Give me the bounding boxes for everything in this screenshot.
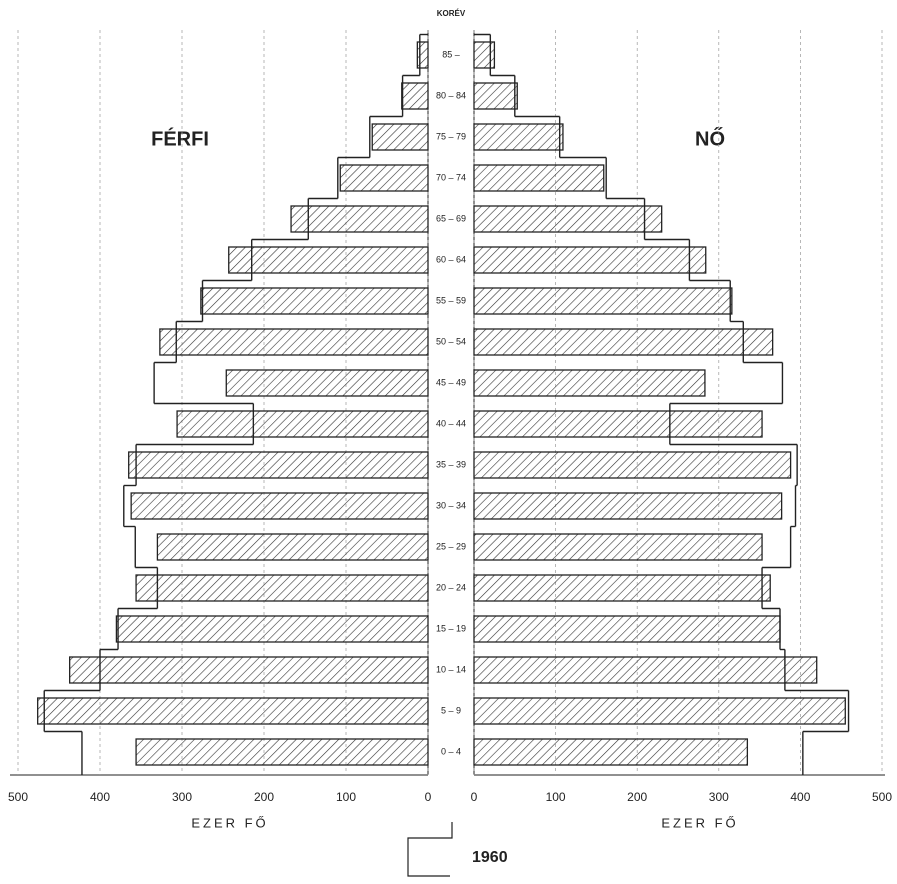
bar [225, 369, 429, 397]
category-label: 35 – 39 [436, 459, 466, 469]
legend-symbol [407, 822, 453, 877]
bar [473, 615, 781, 643]
panel-label: FÉRFI [151, 127, 209, 150]
category-label: 30 – 34 [436, 500, 466, 510]
category-label: 45 – 49 [436, 377, 466, 387]
x-tick-label: 100 [546, 790, 566, 804]
x-tick-label: 0 [471, 790, 478, 804]
x-tick-label: 300 [172, 790, 192, 804]
category-label: 60 – 64 [436, 254, 466, 264]
bar [128, 451, 429, 479]
bar [339, 164, 429, 192]
category-label: 85 – [442, 49, 460, 59]
x-tick-label: 300 [709, 790, 729, 804]
bar [473, 82, 518, 110]
category-label: 25 – 29 [436, 541, 466, 551]
category-label: 70 – 74 [436, 172, 466, 182]
bar [473, 369, 706, 397]
x-tick-label: 400 [790, 790, 810, 804]
bar [401, 82, 429, 110]
legend-label: 1960 [472, 849, 508, 866]
bar [473, 41, 496, 69]
x-tick-label: 200 [627, 790, 647, 804]
category-label: 50 – 54 [436, 336, 466, 346]
bar [473, 410, 763, 438]
x-axis-label: EZER FŐ [661, 815, 738, 830]
bar [473, 328, 774, 356]
x-tick-label: 500 [872, 790, 892, 804]
bar [473, 738, 749, 766]
bar [473, 164, 605, 192]
bar [473, 656, 818, 684]
category-label: 80 – 84 [436, 90, 466, 100]
category-label: 0 – 4 [441, 746, 461, 756]
bar [135, 574, 429, 602]
bar [473, 492, 783, 520]
x-tick-label: 100 [336, 790, 356, 804]
category-label: 10 – 14 [436, 664, 466, 674]
x-tick-label: 400 [90, 790, 110, 804]
bar [473, 574, 771, 602]
bar [416, 41, 429, 69]
x-tick-label: 200 [254, 790, 274, 804]
category-label: 65 – 69 [436, 213, 466, 223]
category-label: 55 – 59 [436, 295, 466, 305]
bar [200, 287, 429, 315]
bar [371, 123, 429, 151]
category-label: 5 – 9 [441, 705, 461, 715]
axis-title: KORÉV [437, 9, 466, 18]
bar [473, 697, 846, 725]
bar [156, 533, 429, 561]
bar [473, 287, 733, 315]
category-label: 40 – 44 [436, 418, 466, 428]
bar [176, 410, 429, 438]
bar [473, 246, 707, 274]
bar [473, 451, 792, 479]
bar [290, 205, 429, 233]
panel-label: NŐ [695, 127, 725, 150]
bar [69, 656, 429, 684]
bar [473, 533, 763, 561]
bar [159, 328, 429, 356]
bar [115, 615, 429, 643]
category-label: 15 – 19 [436, 623, 466, 633]
x-tick-label: 500 [8, 790, 28, 804]
x-axis-label: EZER FŐ [191, 815, 268, 830]
bar [473, 205, 663, 233]
bar [473, 123, 564, 151]
category-label: 20 – 24 [436, 582, 466, 592]
x-tick-label: 0 [425, 790, 432, 804]
bar [37, 697, 429, 725]
bar [135, 738, 429, 766]
category-label: 75 – 79 [436, 131, 466, 141]
bar [228, 246, 429, 274]
bar [130, 492, 429, 520]
